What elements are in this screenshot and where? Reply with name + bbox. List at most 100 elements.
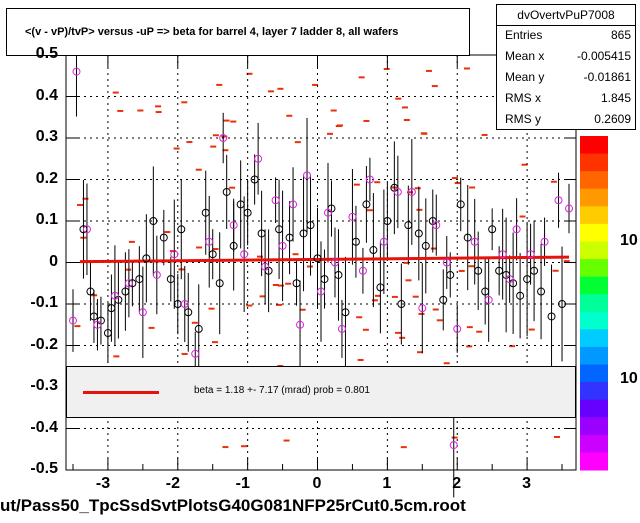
colorbar-segment (580, 188, 608, 207)
data-point (285, 233, 294, 242)
data-point (421, 241, 430, 250)
data-point (554, 196, 563, 205)
title-box: <(v - vP)/tvP> versus -uP => beta for ba… (6, 8, 470, 56)
data-point (236, 200, 245, 209)
data-point (397, 300, 406, 308)
data-point (93, 320, 102, 329)
colorbar-segment (580, 276, 608, 295)
data-point (456, 200, 465, 209)
colorbar-segment (580, 417, 608, 436)
data-point (194, 324, 203, 333)
data-point (439, 295, 448, 304)
data-point (303, 171, 312, 180)
colorbar-segment (580, 452, 608, 471)
fit-legend-box: beta = 1.18 +- 7.17 (mrad) prob = 0.801 (66, 366, 576, 418)
data-point (215, 279, 224, 288)
x-tick-label: 3 (522, 475, 531, 492)
data-point (296, 320, 305, 329)
data-point (205, 237, 214, 246)
colorbar-segment (580, 434, 608, 453)
stat-value: -0.01861 (583, 70, 631, 84)
data-point (530, 266, 539, 275)
y-tick-label: 0.1 (35, 211, 58, 228)
data-point (121, 287, 130, 296)
stat-row-rms-x: RMS x 1.845 (505, 88, 631, 108)
data-point (474, 266, 483, 275)
data-point (124, 279, 133, 288)
legend-fit-text: beta = 1.18 +- 7.17 (mrad) prob = 0.801 (194, 385, 370, 396)
data-point (358, 266, 367, 275)
data-point (369, 246, 378, 255)
data-point (442, 258, 451, 267)
data-point (271, 196, 280, 205)
data-point (306, 221, 315, 230)
data-point (362, 200, 371, 209)
data-point (537, 287, 546, 296)
data-point (177, 225, 186, 234)
y-tick-label: -0.5 (30, 460, 58, 477)
data-point (261, 262, 270, 271)
data-point (446, 270, 455, 279)
data-point (166, 275, 175, 284)
x-tick-label: -2 (165, 475, 180, 492)
y-tick-label: 0 (49, 252, 58, 270)
data-point (365, 175, 374, 184)
data-point (149, 217, 158, 225)
colorbar-segment (580, 136, 608, 155)
data-point (180, 300, 189, 308)
colorbar-segment (580, 399, 608, 418)
colorbar-segment (580, 171, 608, 190)
y-tick-label: -0.2 (30, 335, 58, 353)
data-point (191, 349, 200, 358)
data-point (516, 291, 525, 300)
data-point (418, 304, 427, 313)
data-point (289, 200, 298, 209)
colorbar-segment (580, 294, 608, 313)
data-point (201, 208, 210, 217)
data-point (257, 229, 266, 238)
data-point (299, 229, 308, 238)
colorbar-segment (580, 259, 608, 278)
data-point (138, 308, 147, 317)
data-point (254, 154, 263, 163)
data-point (488, 225, 497, 234)
data-point (79, 225, 88, 234)
colorbar-segment (580, 223, 608, 242)
data-point (159, 233, 168, 242)
y-tick-label: 0.2 (35, 169, 58, 187)
colorbar-label-lower: 10 (620, 370, 638, 387)
legend-fit-line-swatch (83, 391, 159, 394)
stat-label: Mean y (505, 70, 545, 84)
y-tick-label: 0.5 (35, 45, 58, 62)
colorbar-segment (580, 346, 608, 366)
data-point (463, 233, 472, 242)
data-point (337, 324, 346, 333)
data-point (128, 279, 137, 288)
colorbar-segment (580, 206, 608, 225)
colorbar-segment (580, 329, 608, 348)
data-point (565, 204, 574, 213)
data-point (523, 275, 532, 284)
data-point (512, 225, 521, 234)
data-point (334, 270, 343, 279)
stat-value: -0.005415 (576, 49, 631, 63)
file-path-footer: ut/Pass50_TpcSsdSvtPlotsG40G081NFP25rCut… (0, 496, 466, 515)
data-point (330, 258, 339, 267)
data-point (208, 250, 217, 259)
data-point (240, 250, 249, 259)
data-point (229, 221, 238, 230)
data-point (103, 329, 112, 338)
data-point (453, 324, 462, 333)
data-point (404, 221, 413, 230)
data-point (278, 241, 287, 250)
stat-value: 1.845 (600, 91, 631, 105)
stat-label: Mean x (505, 49, 545, 63)
data-point (82, 225, 91, 234)
data-point (107, 304, 116, 313)
data-point (449, 441, 458, 450)
data-point (414, 229, 423, 238)
data-point (376, 283, 385, 292)
x-tick-label: 2 (452, 475, 462, 492)
data-point (383, 217, 392, 225)
data-point (229, 241, 238, 250)
